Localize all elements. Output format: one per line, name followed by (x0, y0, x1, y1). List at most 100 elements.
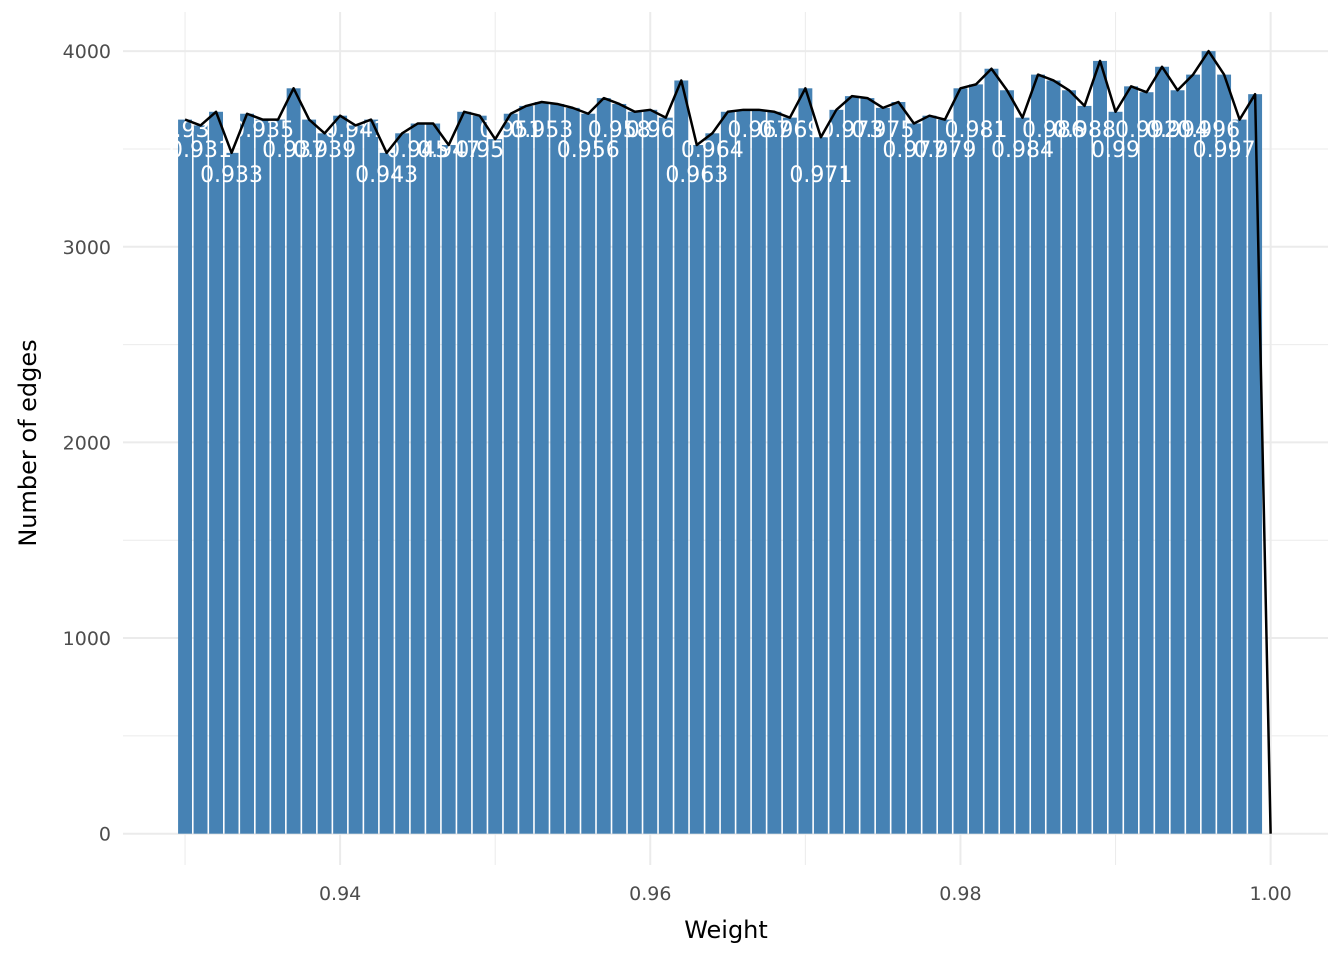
histogram-bar (643, 109, 658, 834)
histogram-bar (922, 115, 937, 834)
frequency-line (184, 49, 1272, 834)
histogram-bar (457, 111, 472, 834)
histogram-bar (193, 125, 208, 834)
data-label: 0.984 (991, 138, 1054, 163)
histogram-bar (1015, 117, 1030, 834)
data-label: 0.973 (820, 118, 883, 143)
data-label: 0.937 (262, 138, 325, 163)
histogram-bar (333, 115, 348, 834)
data-label: 0.969 (758, 118, 821, 143)
histogram-bar (224, 152, 239, 834)
data-label: 0.95 (455, 138, 504, 163)
y-tick-label: 1000 (63, 628, 111, 650)
histogram-bar (906, 123, 921, 834)
data-label: 0.967 (727, 118, 790, 143)
histogram-bar (612, 103, 627, 834)
data-label: 0.994 (1146, 118, 1209, 143)
histogram-bar (627, 111, 642, 834)
histogram-bar (937, 119, 952, 834)
histogram-bar (969, 84, 983, 834)
histogram-bar (581, 113, 596, 834)
histogram-bar (705, 133, 720, 834)
histogram-bar (1031, 74, 1045, 834)
bars-layer (178, 51, 1263, 834)
histogram-bar (1201, 51, 1216, 834)
data-label: 0.96 (626, 118, 675, 143)
histogram-bar (410, 123, 425, 834)
histogram-bar (1077, 105, 1092, 834)
histogram-bar (813, 137, 828, 834)
histogram-bar (1093, 60, 1107, 834)
histogram-bar (751, 109, 766, 834)
x-tick-label: 1.00 (1249, 883, 1291, 905)
histogram-bar (379, 152, 394, 834)
histogram-bar (317, 133, 332, 834)
histogram-bar (302, 119, 317, 834)
histogram-bar (364, 119, 379, 834)
histogram-bar (689, 145, 704, 834)
y-axis-title: Number of edges (14, 339, 42, 546)
histogram-bar (441, 145, 456, 834)
data-label: 0.956 (557, 138, 620, 163)
data-label: 0.99 (1091, 138, 1140, 163)
data-label: 0.931 (169, 138, 232, 163)
data-labels-layer: 0.930.9310.9330.9350.9370.9390.9410.9430… (161, 118, 1256, 188)
histogram-bar (798, 88, 813, 834)
y-tick-label: 3000 (63, 237, 111, 259)
histogram-bar (1232, 119, 1247, 834)
histogram-bar (240, 113, 255, 834)
histogram-bar (736, 109, 751, 834)
histogram-bar (534, 101, 549, 834)
histogram-bar (1062, 90, 1076, 834)
histogram-bar (658, 117, 673, 834)
histogram-bar (860, 98, 875, 834)
data-label: 0.93 (161, 118, 210, 143)
histogram-bar (209, 111, 224, 834)
histogram-bar (1186, 74, 1201, 834)
histogram-bar (565, 107, 580, 834)
histogram-bar (426, 123, 441, 834)
data-label: 0.971 (789, 163, 852, 188)
histogram-bar (1108, 111, 1123, 834)
y-tick-label: 2000 (63, 432, 111, 454)
histogram-bar (953, 88, 968, 834)
data-label: 0.933 (200, 163, 263, 188)
histogram-bar (720, 111, 735, 834)
histogram-bar (891, 101, 906, 834)
data-label: 0.963 (665, 163, 728, 188)
histogram-bar (1139, 92, 1154, 834)
data-label: 0.958 (588, 118, 651, 143)
data-label: 0.997 (1193, 138, 1256, 163)
histogram-bar (1170, 90, 1185, 834)
data-label: 0.939 (293, 138, 356, 163)
histogram-bar (519, 105, 534, 834)
histogram-bar (596, 98, 611, 834)
data-label: 0.986 (1022, 118, 1085, 143)
histogram-bar (782, 117, 797, 834)
data-label: 0.988 (1053, 118, 1116, 143)
data-label: 0.977 (882, 138, 945, 163)
histogram-bar (829, 109, 844, 834)
histogram-bar (271, 119, 286, 834)
histogram-bar (488, 139, 503, 834)
histogram-bar (1000, 90, 1014, 834)
histogram-bar (286, 88, 301, 834)
data-label: 0.979 (913, 138, 976, 163)
histogram-bar (255, 119, 270, 834)
histogram-bar (674, 80, 689, 834)
histogram-bar (1124, 86, 1138, 834)
histogram-bar (178, 119, 192, 834)
histogram-bar (844, 96, 859, 834)
histogram-bar (550, 103, 565, 834)
histogram-bar (1046, 80, 1061, 834)
data-label: 0.964 (681, 138, 744, 163)
data-label: 0.943 (355, 163, 418, 188)
histogram-bar (1248, 94, 1263, 834)
data-label: 0.947 (417, 138, 480, 163)
y-tick-label: 4000 (63, 41, 111, 63)
line-layer (184, 49, 1272, 834)
y-tick-label: 0 (99, 824, 111, 846)
data-label: 0.992 (1115, 118, 1178, 143)
